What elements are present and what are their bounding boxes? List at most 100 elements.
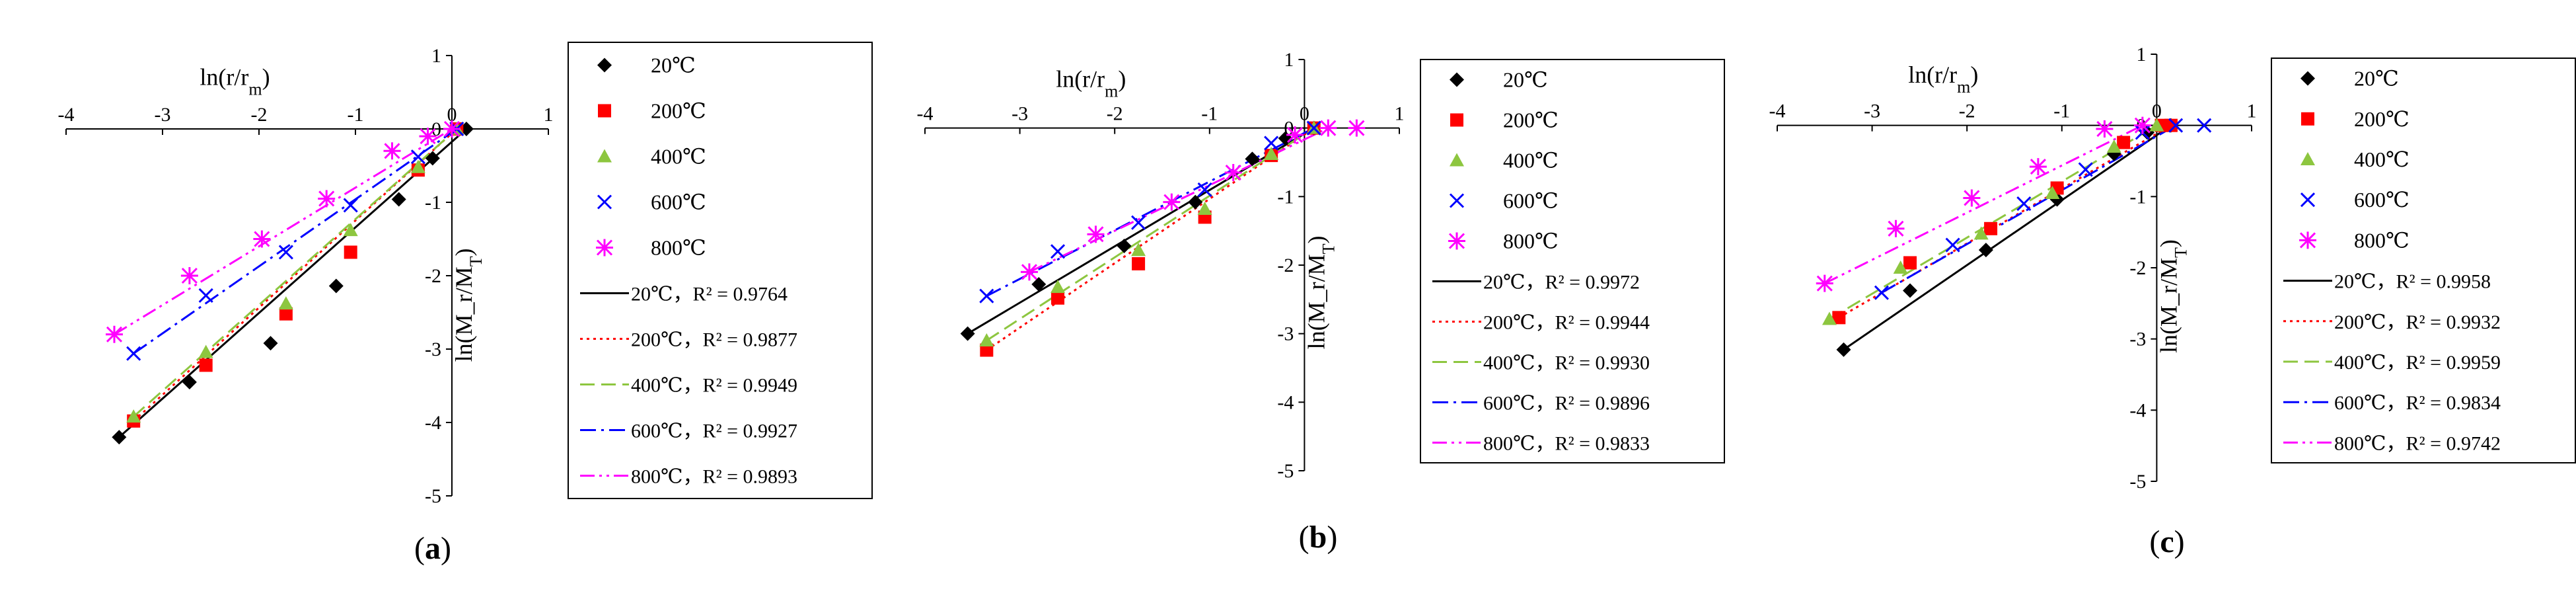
legend-marker (1448, 232, 1465, 250)
data-point-s3 (2149, 118, 2164, 132)
data-point-s3 (979, 333, 994, 347)
legend-label: 400℃ (651, 145, 706, 169)
legend-marker (1450, 153, 1464, 167)
data-point-s5 (1816, 274, 1833, 292)
data-point-s3 (198, 344, 213, 358)
data-point-s4 (2016, 196, 2032, 212)
legend-marker (1449, 193, 1465, 208)
legend-label: 400℃ (2354, 147, 2410, 171)
x-tick-label: -2 (1959, 100, 1975, 122)
data-point-s5 (443, 120, 460, 138)
fit-line-4 (986, 127, 1315, 297)
data-point-s5 (1963, 189, 1981, 207)
data-point-s4 (1306, 120, 1321, 136)
legend-fit-label: 600℃，R² = 0.9927 (631, 420, 797, 442)
fit-line-3 (986, 127, 1315, 342)
legend-marker (597, 149, 612, 163)
data-point-s1 (1245, 151, 1260, 167)
legend-marker (2300, 152, 2315, 165)
data-point-s3 (126, 409, 141, 423)
data-point-s5 (1319, 119, 1337, 137)
panel-label: (c) (2149, 524, 2184, 559)
legend-marker (1450, 113, 1463, 127)
x-tick-label: -4 (1769, 100, 1786, 122)
legend-box (568, 42, 873, 499)
legend-fit-label: 800℃，R² = 0.9742 (2334, 432, 2501, 454)
data-point-s1 (263, 336, 278, 351)
legend-fit-label: 20℃，R² = 0.9972 (1483, 272, 1640, 294)
panel-label: (b) (1299, 520, 1338, 555)
data-point-s5 (253, 230, 271, 248)
x-tick-label: 0 (1300, 103, 1309, 125)
data-point-s2 (1903, 256, 1917, 270)
y-tick-label: -4 (425, 412, 441, 434)
data-point-s1 (1188, 194, 1203, 210)
data-point-s4 (1050, 244, 1066, 259)
fit-line-3 (133, 128, 458, 418)
x-tick-label: 0 (2152, 100, 2162, 122)
x-tick-label: -1 (2053, 100, 2070, 122)
legend-box (2271, 58, 2576, 463)
data-point-s4 (1131, 215, 1146, 230)
y-tick-label: -3 (1277, 323, 1294, 345)
legend-fit-label: 400℃，R² = 0.9930 (1483, 352, 1650, 374)
legend-marker (597, 58, 612, 73)
y-tick-label: 0 (431, 118, 441, 140)
y-axis-title: ln(M_r/MT) (2155, 239, 2190, 353)
legend-label: 200℃ (651, 99, 706, 123)
legend-fit-label: 800℃，R² = 0.9893 (631, 466, 797, 488)
data-point-s2 (2117, 136, 2131, 149)
data-point-s3 (1973, 226, 1989, 240)
fit-line-1 (967, 127, 1315, 335)
data-point-s1 (391, 192, 406, 207)
legend-fit-label: 600℃，R² = 0.9834 (2334, 392, 2501, 414)
legend-label: 600℃ (2354, 188, 2410, 212)
legend-fit-label: 200℃，R² = 0.9932 (2334, 311, 2501, 333)
data-point-s5 (1163, 193, 1181, 211)
data-point-s3 (1197, 201, 1212, 215)
data-point-s5 (1224, 164, 1242, 182)
data-point-s4 (2168, 118, 2184, 133)
y-axis-title: ln(M_r/MT) (451, 248, 486, 362)
data-point-s2 (980, 343, 994, 357)
y-tick-label: -4 (1277, 391, 1294, 413)
x-axis-title: ln(r/rm) (1908, 61, 1978, 97)
legend-fit-label: 400℃，R² = 0.9959 (2334, 352, 2501, 374)
data-point-s3 (2106, 139, 2121, 153)
data-point-s5 (180, 267, 198, 284)
x-tick-label: -3 (155, 104, 171, 126)
data-point-s5 (2096, 120, 2114, 138)
legend-label: 800℃ (2354, 228, 2410, 252)
data-point-s5 (1020, 263, 1038, 281)
legend-marker (2300, 71, 2315, 86)
data-point-s5 (2029, 158, 2047, 176)
y-tick-label: -5 (1277, 460, 1294, 482)
data-point-s3 (278, 296, 293, 310)
legend-label: 600℃ (1503, 189, 1559, 213)
y-axis-title: ln(M_r/MT) (1303, 236, 1338, 350)
x-tick-label: -2 (1107, 103, 1123, 125)
data-point-s2 (2164, 118, 2178, 132)
data-point-s4 (2197, 118, 2212, 133)
data-point-s5 (1286, 126, 1304, 144)
legend-fit-label: 400℃，R² = 0.9949 (631, 375, 797, 397)
data-point-s1 (1978, 243, 1993, 258)
data-point-s3 (1822, 311, 1837, 325)
legend-marker (597, 194, 612, 210)
data-point-s4 (2078, 162, 2093, 177)
legend-label: 20℃ (2354, 67, 2399, 91)
data-point-s4 (410, 149, 425, 165)
data-point-s1 (1031, 277, 1047, 292)
legend-label: 800℃ (651, 236, 706, 260)
data-point-s5 (419, 128, 437, 145)
data-point-s3 (343, 223, 358, 237)
y-tick-label: -2 (425, 265, 441, 287)
y-tick-label: -5 (425, 485, 441, 507)
data-point-s4 (343, 198, 358, 213)
legend-fit-label: 800℃，R² = 0.9833 (1483, 433, 1650, 455)
y-tick-label: -2 (1277, 255, 1294, 276)
data-point-s4 (1874, 285, 1890, 300)
x-axis-title: ln(r/rm) (1056, 65, 1126, 100)
data-point-s4 (126, 346, 141, 361)
data-point-s4 (1264, 136, 1279, 151)
